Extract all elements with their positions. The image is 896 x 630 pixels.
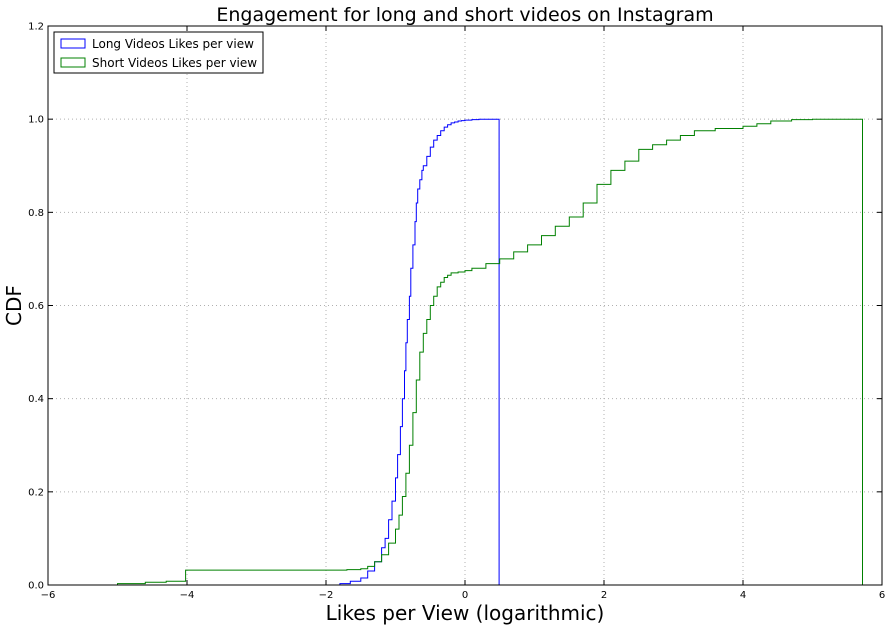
x-tick-label: −2 <box>319 590 334 601</box>
legend: Long Videos Likes per view Short Videos L… <box>53 31 264 74</box>
legend-label: Long Videos Likes per view <box>92 37 254 51</box>
y-tick-label: 0.2 <box>28 487 44 498</box>
y-axis-label: CDF <box>2 285 26 326</box>
legend-swatch <box>60 38 86 49</box>
y-tick-label: 0.8 <box>28 208 44 219</box>
x-tick-label: 6 <box>879 590 885 601</box>
y-tick-label: 1.0 <box>28 115 44 126</box>
x-tick-label: 2 <box>601 590 607 601</box>
legend-label: Short Videos Likes per view <box>92 56 257 70</box>
x-tick-label: −4 <box>180 590 195 601</box>
chart-title: Engagement for long and short videos on … <box>216 4 713 26</box>
x-tick-label: 0 <box>462 590 468 601</box>
x-tick-label: 4 <box>740 590 746 601</box>
axes-ticks: −6 −4 −2 0 2 4 6 0.0 0.2 0.4 0.6 0.8 1.0 1.2 <box>28 22 885 602</box>
series-line-short-videos <box>96 118 863 586</box>
legend-box <box>53 31 264 74</box>
y-tick-label: 0.4 <box>28 394 44 405</box>
y-tick-label: 0.0 <box>28 581 44 592</box>
y-tick-label: 0.6 <box>28 301 44 312</box>
plot-area <box>96 118 863 586</box>
series-line-long-videos <box>329 118 500 586</box>
y-tick-label: 1.2 <box>28 22 44 33</box>
x-axis-label: Likes per View (logarithmic) <box>326 601 605 625</box>
x-tick-label: −6 <box>41 590 56 601</box>
legend-swatch <box>60 57 86 68</box>
grid <box>47 25 883 586</box>
